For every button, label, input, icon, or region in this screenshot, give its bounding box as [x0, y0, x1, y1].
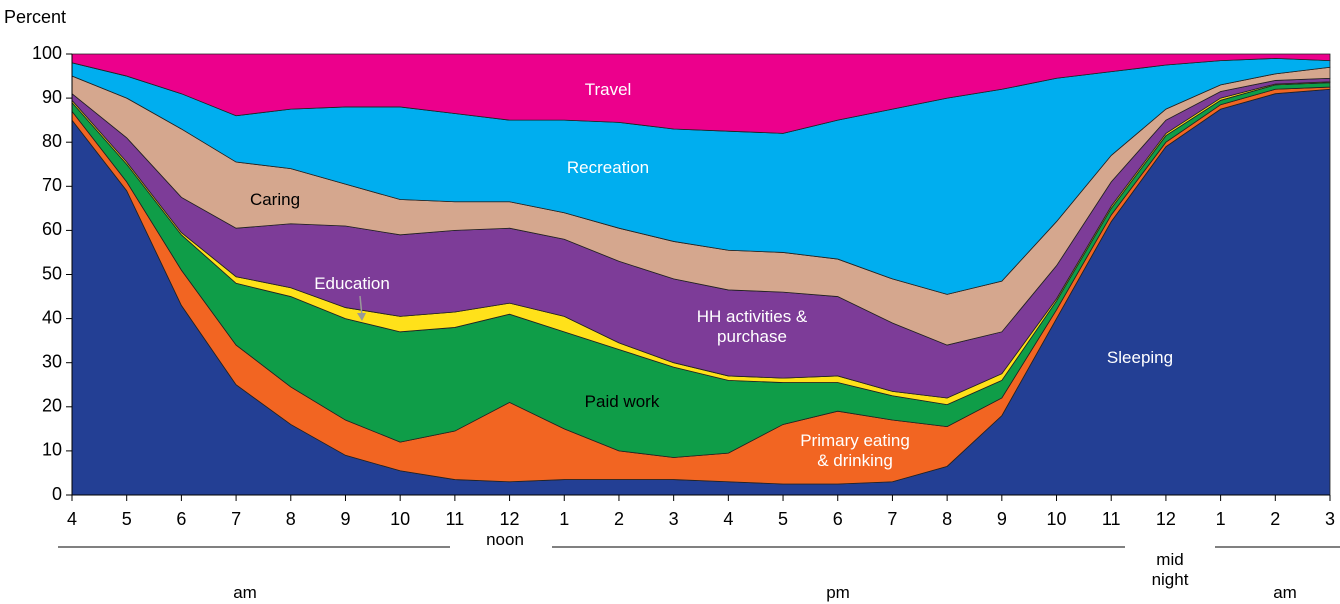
x-tick-label: 11 — [446, 509, 465, 529]
x-tick-label: 4 — [67, 509, 77, 529]
y-tick-label: 50 — [42, 263, 62, 283]
y-tick-label: 30 — [42, 351, 62, 371]
series-label: Recreation — [566, 158, 650, 177]
x-tick-label: 12 — [1156, 509, 1176, 529]
series-label: HH activities & purchase — [696, 307, 808, 346]
series-label: Sleeping — [1106, 348, 1174, 367]
y-tick-label: 0 — [52, 484, 62, 504]
y-tick-label: 100 — [32, 43, 62, 63]
y-tick-label: 10 — [42, 440, 62, 460]
x-tick-label: 9 — [340, 509, 350, 529]
education-arrow — [359, 295, 363, 317]
x-tick-label: 3 — [669, 509, 679, 529]
x-tick-label: 10 — [1047, 509, 1067, 529]
x-tick-label: 6 — [833, 509, 843, 529]
series-label: Primary eating & drinking — [800, 431, 910, 470]
y-tick-label: 70 — [42, 175, 62, 195]
period-label: pm — [826, 583, 850, 602]
x-tick-label: 4 — [723, 509, 733, 529]
x-tick-label: 1 — [1216, 509, 1226, 529]
x-tick-label: 10 — [390, 509, 410, 529]
series-label: Paid work — [584, 392, 660, 411]
series-label: Education — [314, 274, 390, 293]
x-tick-label: 6 — [176, 509, 186, 529]
x-tick-label: 2 — [614, 509, 624, 529]
x-tick-label: 9 — [997, 509, 1007, 529]
x-tick-label: 5 — [122, 509, 132, 529]
period-label: am — [233, 583, 257, 602]
x-tick-label: 2 — [1270, 509, 1280, 529]
x-tick-label: 7 — [231, 509, 241, 529]
y-tick-label: 80 — [42, 131, 62, 151]
x-tick-label: 3 — [1325, 509, 1335, 529]
y-axis-label: Percent — [4, 7, 66, 27]
x-tick-label: 5 — [778, 509, 788, 529]
x-tick-label: 8 — [286, 509, 296, 529]
period-label: mid night — [1151, 550, 1189, 589]
series-label: Caring — [249, 190, 301, 209]
period-label: am — [1273, 583, 1297, 602]
x-tick-label: 11 — [1102, 509, 1121, 529]
y-tick-label: 40 — [42, 307, 62, 327]
y-tick-label: 20 — [42, 396, 62, 416]
x-tick-label: 1 — [559, 509, 569, 529]
education-arrowhead — [357, 313, 366, 321]
series-label: Travel — [584, 80, 632, 99]
x-tick-label: 8 — [942, 509, 952, 529]
area — [71, 53, 1331, 134]
y-tick-label: 60 — [42, 219, 62, 239]
y-tick-label: 90 — [42, 87, 62, 107]
period-label: noon — [486, 530, 524, 549]
x-tick-label: 7 — [887, 509, 897, 529]
x-tick-label: 12 — [500, 509, 520, 529]
